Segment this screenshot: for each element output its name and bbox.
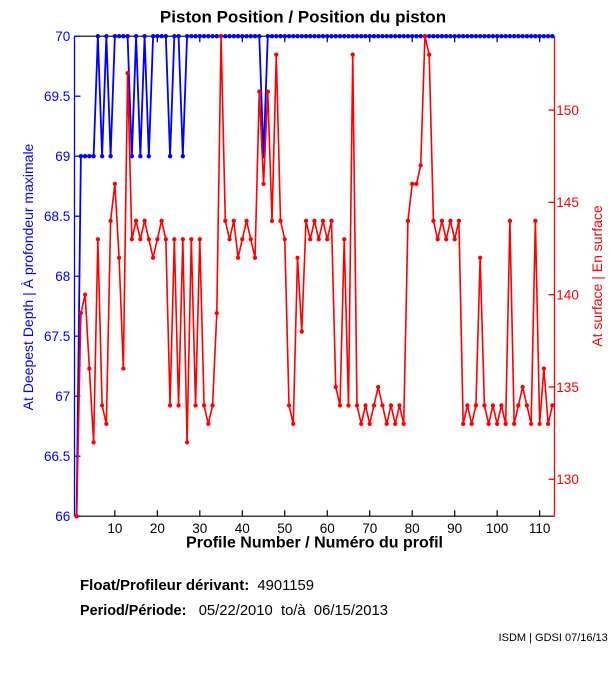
svg-text:67.5: 67.5 — [44, 329, 70, 344]
svg-text:130: 130 — [556, 472, 579, 487]
svg-text:60: 60 — [320, 521, 335, 536]
svg-text:67: 67 — [55, 389, 70, 404]
svg-text:145: 145 — [556, 195, 579, 210]
svg-text:50: 50 — [277, 521, 292, 536]
svg-text:40: 40 — [235, 521, 250, 536]
svg-text:Profile Number / Numéro du pro: Profile Number / Numéro du profil — [186, 535, 443, 552]
svg-text:At surface | En surface: At surface | En surface — [589, 205, 605, 347]
svg-text:69: 69 — [55, 149, 70, 164]
svg-text:10: 10 — [107, 521, 122, 536]
svg-text:66: 66 — [55, 509, 70, 524]
svg-text:Piston Position / Position du: Piston Position / Position du piston — [160, 8, 446, 27]
svg-text:70: 70 — [362, 521, 377, 536]
svg-text:30: 30 — [192, 521, 207, 536]
svg-text:68: 68 — [55, 269, 70, 284]
svg-text:140: 140 — [556, 287, 579, 302]
svg-text:At Deepest Depth | À profondeu: At Deepest Depth | À profondeur maximale — [20, 143, 36, 410]
svg-text:Float/Profileur dérivant: 490: Float/Profileur dérivant: 4901159 — [80, 577, 314, 594]
svg-text:20: 20 — [150, 521, 165, 536]
svg-text:150: 150 — [556, 103, 579, 118]
svg-text:Period/Période: 05/22/2010: Period/Période: 05/22/2010 to/à 06/15/20… — [80, 603, 388, 619]
svg-text:70: 70 — [55, 29, 70, 44]
svg-text:135: 135 — [556, 380, 579, 395]
svg-text:80: 80 — [405, 521, 420, 536]
svg-text:69.5: 69.5 — [44, 89, 70, 104]
svg-text:100: 100 — [486, 521, 509, 536]
svg-text:110: 110 — [529, 521, 551, 536]
svg-text:ISDM | GDSI 07/16/13: ISDM | GDSI 07/16/13 — [499, 632, 608, 644]
svg-text:68.5: 68.5 — [44, 209, 70, 224]
svg-text:90: 90 — [447, 521, 462, 536]
svg-text:66.5: 66.5 — [44, 449, 70, 464]
